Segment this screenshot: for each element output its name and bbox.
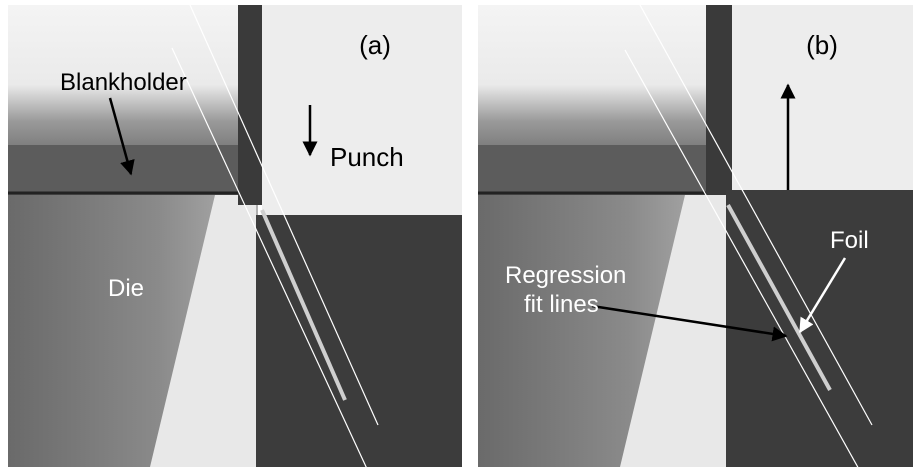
annotation: Blankholder bbox=[60, 69, 187, 96]
divider bbox=[462, 0, 478, 471]
background bbox=[478, 5, 708, 150]
panel-label: (a) bbox=[359, 30, 391, 60]
figure: (a) Blankholder Punch Die (b) Foil Regre… bbox=[0, 0, 918, 471]
page: (a) Blankholder Punch Die (b) Foil Regre… bbox=[0, 0, 918, 471]
annotation: Foil bbox=[830, 227, 869, 254]
panel-label: (b) bbox=[806, 30, 838, 60]
punch-edge bbox=[238, 5, 262, 205]
blankholder bbox=[8, 145, 248, 195]
blankholder bbox=[478, 145, 708, 195]
annotation: Regression bbox=[505, 262, 626, 289]
dark-region bbox=[726, 190, 913, 467]
annotation: Die bbox=[108, 275, 144, 302]
annotation: Punch bbox=[330, 142, 404, 172]
annotation: fit lines bbox=[524, 291, 599, 318]
punch-edge bbox=[706, 5, 732, 195]
dark-region bbox=[256, 215, 462, 467]
